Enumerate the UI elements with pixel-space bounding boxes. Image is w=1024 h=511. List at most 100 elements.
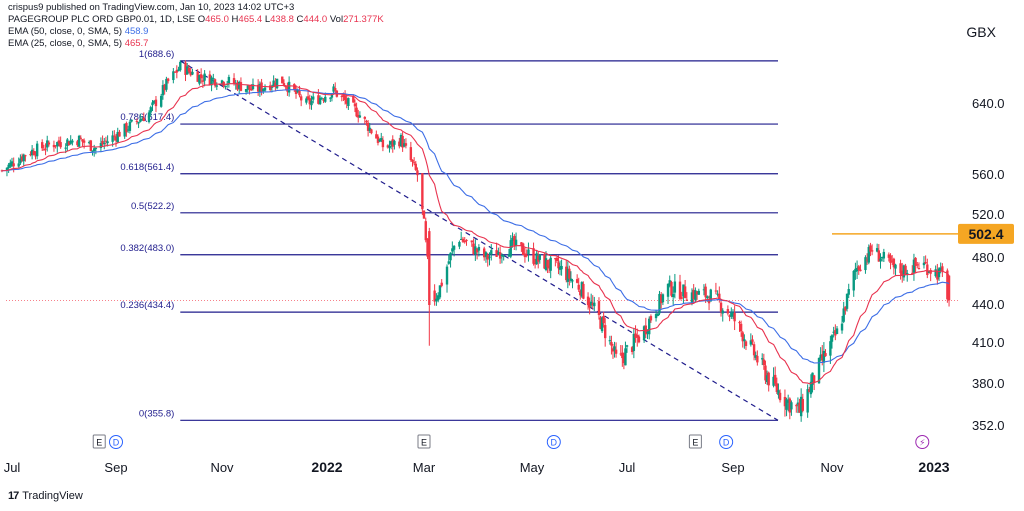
candle-body <box>30 149 34 156</box>
candle-body <box>451 248 454 252</box>
candle-body <box>426 238 429 257</box>
candle-body <box>312 96 315 100</box>
candle-body <box>899 263 902 274</box>
candle-body <box>678 281 682 299</box>
candle-body <box>391 139 394 147</box>
candle-body <box>869 245 872 252</box>
split-marker-label: ⚡ <box>919 439 925 449</box>
candle-body <box>565 266 568 281</box>
candle-body <box>320 98 324 100</box>
candle-body <box>929 270 932 274</box>
candle-body <box>535 253 538 265</box>
x-tick-label: Nov <box>820 460 844 475</box>
x-tick-label: May <box>520 460 545 475</box>
candle-body <box>381 139 385 148</box>
fib-level-label: 0(355.8) <box>139 408 174 419</box>
candle-body <box>81 139 84 142</box>
candle-body <box>470 240 474 243</box>
open-label: O <box>197 14 206 25</box>
candle-body <box>414 163 417 170</box>
candle-body <box>54 145 57 147</box>
candle-body <box>656 313 659 316</box>
x-tick-label: Jul <box>619 460 636 475</box>
candle-body <box>917 268 921 270</box>
candle-body <box>203 73 206 81</box>
candle-body <box>527 249 530 255</box>
candle-body <box>495 250 498 257</box>
candle-body <box>808 389 811 393</box>
published-line: crispus9 published on TradingView.com, J… <box>8 2 295 13</box>
candle-body <box>153 100 156 103</box>
candle-body <box>46 140 49 148</box>
candle-body <box>739 323 743 332</box>
candle-body <box>904 265 907 275</box>
candle-body <box>166 78 170 82</box>
x-tick-label: Sep <box>104 460 127 475</box>
candle-body <box>366 122 370 131</box>
low-value: 438.8 <box>270 14 294 25</box>
candle-body <box>634 333 637 338</box>
candle-body <box>875 248 879 252</box>
candle-body <box>821 354 824 361</box>
candle-body <box>77 135 81 147</box>
candle-body <box>549 257 552 271</box>
fib-level-label: 0.236(434.4) <box>120 300 174 311</box>
candle-body <box>212 78 215 80</box>
candle-body <box>128 121 132 131</box>
candle-body <box>173 71 177 73</box>
candle-body <box>507 254 511 257</box>
candle-body <box>486 254 489 260</box>
ema50-legend[interactable]: EMA (50, close, 0, SMA, 5) 458.9 <box>8 26 384 38</box>
tradingview-branding[interactable]: 17 TradingView <box>8 490 83 502</box>
candle-body <box>728 315 731 317</box>
open-value: 465.0 <box>205 14 229 25</box>
ema25-legend[interactable]: EMA (25, close, 0, SMA, 5) 465.7 <box>8 38 384 50</box>
candle-body <box>683 286 687 298</box>
candle-body <box>305 98 308 103</box>
candle-body <box>619 353 622 355</box>
candle-body <box>714 290 718 292</box>
candle-body <box>409 147 413 160</box>
candle-body <box>275 78 279 89</box>
candle-body <box>330 93 334 98</box>
candle-body <box>299 96 303 101</box>
y-tick-label: 640.0 <box>972 96 1005 111</box>
candle-body <box>375 134 378 139</box>
candle-body <box>256 84 260 92</box>
candle-body <box>509 240 512 257</box>
candle-body <box>215 85 218 87</box>
candle-body <box>659 294 663 304</box>
close-label: C <box>296 14 304 25</box>
candle-body <box>870 250 874 252</box>
candle-body <box>238 81 241 89</box>
candle-body <box>284 85 287 88</box>
x-tick-label: Sep <box>721 460 744 475</box>
candle-body <box>343 95 347 101</box>
dividend-marker-icon <box>719 435 734 449</box>
candle-body <box>318 97 322 105</box>
candle-body <box>79 137 82 139</box>
candle-body <box>19 158 22 164</box>
candle-body <box>147 112 151 123</box>
candle-body <box>380 138 383 142</box>
ema50-line <box>1 89 950 364</box>
candle-body <box>879 258 882 262</box>
candle-body <box>106 141 109 144</box>
candle-body <box>614 349 618 354</box>
candle-body <box>730 312 733 317</box>
candle-body <box>213 79 217 86</box>
candle-body <box>571 280 574 282</box>
ema50-label: EMA (50, close, 0, SMA, 5) <box>8 26 123 37</box>
x-tick-label: Jul <box>4 460 21 475</box>
candle-body <box>767 372 770 386</box>
candle-body <box>658 293 661 314</box>
candle-body <box>22 154 25 162</box>
candle-body <box>778 392 782 401</box>
candle-body <box>433 290 436 302</box>
candle-body <box>912 259 916 273</box>
candle-body <box>262 88 265 92</box>
candle-body <box>342 94 345 97</box>
candle-body <box>82 140 86 143</box>
candle-body <box>824 353 827 357</box>
